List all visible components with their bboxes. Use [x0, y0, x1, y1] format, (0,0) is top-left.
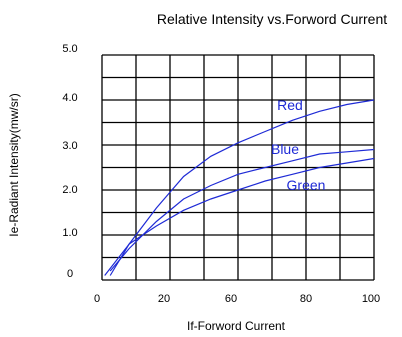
- series-layer: Red Blue Green: [104, 97, 375, 276]
- y-tick-label: 5.0: [62, 43, 77, 55]
- series-label-red: Red: [277, 97, 303, 113]
- series-line-red: [109, 99, 375, 276]
- y-tick-label: 0: [67, 268, 73, 280]
- series-line-blue: [109, 148, 375, 272]
- y-tick-label: 3.0: [62, 140, 77, 152]
- chart-title: Relative Intensity vs.Forword Current: [157, 11, 387, 27]
- y-tick-label: 2.0: [62, 184, 77, 196]
- y-tick-labels: 0 1.0 2.0 3.0 4.0 5.0: [62, 43, 77, 280]
- x-tick-label: 100: [362, 293, 380, 305]
- x-tick-label: 80: [300, 293, 312, 305]
- x-tick-labels: 0 20 60 80 100: [94, 293, 380, 305]
- y-tick-label: 1.0: [62, 227, 77, 239]
- x-axis-label: If-Forword Current: [187, 319, 286, 333]
- y-axis-label: Ie-Radiant Intensity(mw/sr): [7, 93, 21, 236]
- x-tick-label: 0: [94, 293, 100, 305]
- plot-grid: [101, 54, 375, 281]
- series-label-green: Green: [287, 177, 326, 193]
- x-tick-label: 20: [158, 293, 170, 305]
- x-tick-label: 60: [225, 293, 237, 305]
- y-tick-label: 4.0: [62, 92, 77, 104]
- series-label-blue: Blue: [271, 141, 299, 157]
- series-line-green: [104, 157, 375, 276]
